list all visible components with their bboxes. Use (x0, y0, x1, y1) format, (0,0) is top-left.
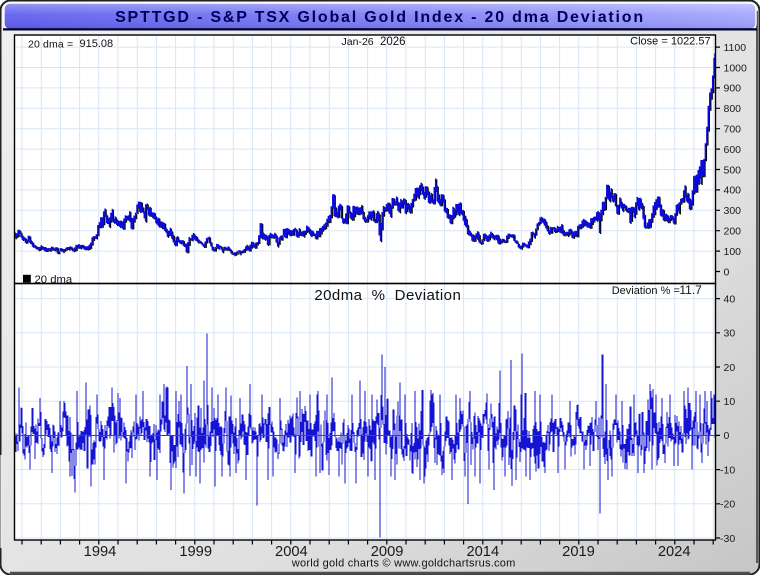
svg-text:2026: 2026 (380, 36, 406, 48)
svg-text:700: 700 (724, 124, 742, 136)
svg-text:10: 10 (724, 396, 736, 408)
svg-text:20dma % Deviation: 20dma % Deviation (314, 287, 461, 304)
svg-text:1100: 1100 (724, 42, 747, 54)
svg-text:0: 0 (724, 266, 730, 278)
svg-text:Close = 1022.57: Close = 1022.57 (630, 36, 710, 48)
svg-text:200: 200 (724, 226, 742, 238)
svg-text:30: 30 (724, 328, 736, 340)
svg-text:0: 0 (724, 430, 730, 442)
svg-text:world gold charts © www.goldch: world gold charts © www.goldchartsrus.co… (291, 558, 516, 570)
svg-text:SPTTGD - S&P TSX Global Gold I: SPTTGD - S&P TSX Global Gold Index - 20 … (115, 9, 645, 26)
svg-text:1999: 1999 (179, 544, 212, 560)
svg-text:2009: 2009 (371, 544, 404, 560)
svg-text:-10: -10 (720, 464, 735, 476)
svg-text:600: 600 (724, 144, 742, 156)
svg-text:2024: 2024 (658, 544, 691, 560)
svg-text:500: 500 (724, 164, 742, 176)
svg-text:11.7: 11.7 (679, 283, 702, 297)
svg-text:1994: 1994 (84, 544, 117, 560)
svg-text:20: 20 (724, 362, 736, 374)
svg-text:Jan-26: Jan-26 (342, 36, 374, 48)
svg-text:915.08: 915.08 (80, 38, 114, 50)
svg-text:2019: 2019 (562, 544, 595, 560)
svg-text:20 dma =: 20 dma = (28, 39, 73, 51)
svg-text:Deviation % =: Deviation % = (612, 285, 680, 297)
svg-text:800: 800 (724, 103, 742, 115)
svg-text:2004: 2004 (275, 544, 308, 560)
svg-text:2014: 2014 (466, 544, 499, 560)
svg-text:-30: -30 (720, 533, 735, 545)
svg-text:40: 40 (724, 293, 736, 305)
svg-text:300: 300 (724, 205, 742, 217)
svg-text:-20: -20 (720, 499, 735, 511)
svg-text:1000: 1000 (724, 62, 748, 74)
svg-text:900: 900 (724, 83, 742, 95)
svg-text:400: 400 (724, 185, 742, 197)
svg-text:100: 100 (724, 246, 742, 258)
svg-text:20 dma: 20 dma (35, 274, 73, 286)
